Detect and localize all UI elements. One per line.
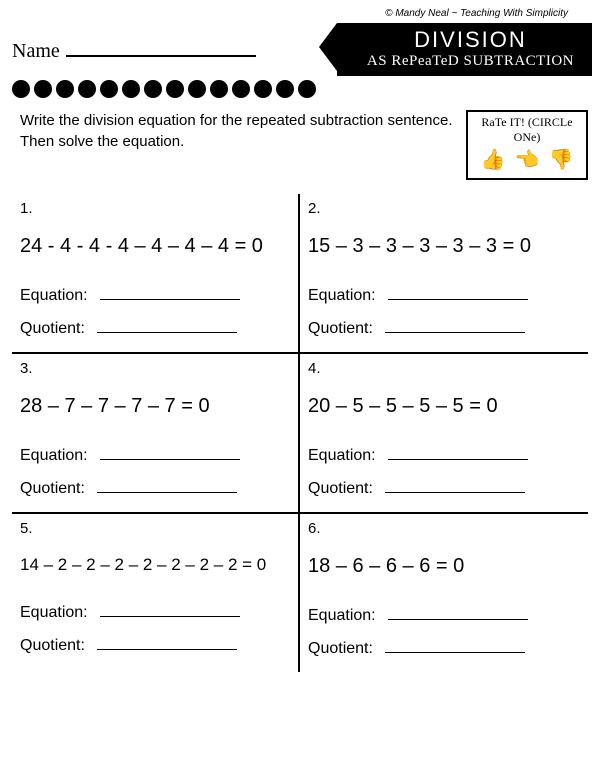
dot-icon <box>122 80 140 98</box>
name-label: Name <box>12 40 60 63</box>
quotient-blank[interactable] <box>385 639 525 653</box>
quotient-blank[interactable] <box>97 479 237 493</box>
quotient-label: Quotient: <box>308 320 373 338</box>
problem-number: 5. <box>20 520 290 537</box>
quotient-label: Quotient: <box>308 640 373 658</box>
equation-blank[interactable] <box>100 286 240 300</box>
copyright-text: © Mandy Neal ~ Teaching With Simplicity <box>12 8 588 19</box>
title-banner: DIVISION AS RePeaTeD SUBTRACTION <box>337 23 592 76</box>
dot-icon <box>144 80 162 98</box>
thumbs-down-icon[interactable]: 👎 <box>549 147 574 172</box>
dot-icon <box>34 80 52 98</box>
quotient-label: Quotient: <box>20 320 85 338</box>
equation-blank[interactable] <box>388 286 528 300</box>
quotient-line: Quotient: <box>308 639 580 658</box>
dot-icon <box>166 80 184 98</box>
decorative-dots <box>12 80 588 98</box>
dot-icon <box>188 80 206 98</box>
problem-cell: 4. 20 – 5 – 5 – 5 – 5 = 0 Equation: Quotien… <box>300 352 588 512</box>
quotient-label: Quotient: <box>308 480 373 498</box>
thumbs-row: 👍 👈 👎 <box>476 147 578 172</box>
problem-expression: 28 – 7 – 7 – 7 – 7 = 0 <box>20 395 290 418</box>
problem-number: 3. <box>20 360 290 377</box>
equation-blank[interactable] <box>388 606 528 620</box>
problem-cell: 1. 24 - 4 - 4 - 4 – 4 – 4 – 4 = 0 Equation… <box>12 194 300 352</box>
name-blank-line[interactable] <box>66 37 256 57</box>
equation-line: Equation: <box>20 446 290 465</box>
quotient-blank[interactable] <box>97 319 237 333</box>
quotient-line: Quotient: <box>308 319 580 338</box>
dot-icon <box>276 80 294 98</box>
dot-icon <box>232 80 250 98</box>
instruction-text: Write the division equation for the repe… <box>12 110 456 180</box>
dot-icon <box>56 80 74 98</box>
quotient-line: Quotient: <box>20 636 290 655</box>
title-main: DIVISION <box>367 27 574 53</box>
equation-label: Equation: <box>20 604 88 622</box>
problem-expression: 14 – 2 – 2 – 2 – 2 – 2 – 2 – 2 = 0 <box>20 555 290 575</box>
problem-expression: 18 – 6 – 6 – 6 = 0 <box>308 555 580 578</box>
problem-grid: 1. 24 - 4 - 4 - 4 – 4 – 4 – 4 = 0 Equation… <box>12 194 588 672</box>
equation-label: Equation: <box>308 607 376 625</box>
instruction-row: Write the division equation for the repe… <box>12 110 588 180</box>
problem-cell: 3. 28 – 7 – 7 – 7 – 7 = 0 Equation: Quotien… <box>12 352 300 512</box>
rate-it-label: RaTe IT! (CIRCLe ONe) <box>476 115 578 145</box>
title-sub: AS RePeaTeD SUBTRACTION <box>367 53 574 70</box>
problem-number: 4. <box>308 360 580 377</box>
grid-row: 1. 24 - 4 - 4 - 4 – 4 – 4 – 4 = 0 Equation… <box>12 194 588 352</box>
equation-label: Equation: <box>20 447 88 465</box>
quotient-line: Quotient: <box>20 319 290 338</box>
problem-number: 1. <box>20 200 290 217</box>
thumbs-up-icon[interactable]: 👍 <box>481 147 506 172</box>
quotient-line: Quotient: <box>308 479 580 498</box>
header-row: Name DIVISION AS RePeaTeD SUBTRACTION <box>12 23 588 76</box>
dot-icon <box>298 80 316 98</box>
quotient-label: Quotient: <box>20 480 85 498</box>
equation-label: Equation: <box>308 287 376 305</box>
quotient-line: Quotient: <box>20 479 290 498</box>
dot-icon <box>210 80 228 98</box>
problem-cell: 2. 15 – 3 – 3 – 3 – 3 – 3 = 0 Equation: Quo… <box>300 194 588 352</box>
rate-it-box: RaTe IT! (CIRCLe ONe) 👍 👈 👎 <box>466 110 588 180</box>
equation-blank[interactable] <box>100 603 240 617</box>
quotient-blank[interactable] <box>97 636 237 650</box>
equation-blank[interactable] <box>388 446 528 460</box>
quotient-blank[interactable] <box>385 319 525 333</box>
dot-icon <box>78 80 96 98</box>
problem-cell: 6. 18 – 6 – 6 – 6 = 0 Equation: Quotient: <box>300 512 588 672</box>
equation-blank[interactable] <box>100 446 240 460</box>
quotient-blank[interactable] <box>385 479 525 493</box>
problem-expression: 15 – 3 – 3 – 3 – 3 – 3 = 0 <box>308 235 580 258</box>
problem-expression: 20 – 5 – 5 – 5 – 5 = 0 <box>308 395 580 418</box>
equation-label: Equation: <box>308 447 376 465</box>
thumbs-side-icon[interactable]: 👈 <box>515 147 540 172</box>
equation-line: Equation: <box>308 286 580 305</box>
grid-row: 3. 28 – 7 – 7 – 7 – 7 = 0 Equation: Quotien… <box>12 352 588 512</box>
equation-line: Equation: <box>308 606 580 625</box>
dot-icon <box>12 80 30 98</box>
dot-icon <box>100 80 118 98</box>
problem-expression: 24 - 4 - 4 - 4 – 4 – 4 – 4 = 0 <box>20 235 290 258</box>
problem-number: 6. <box>308 520 580 537</box>
equation-label: Equation: <box>20 287 88 305</box>
dot-icon <box>254 80 272 98</box>
problem-number: 2. <box>308 200 580 217</box>
equation-line: Equation: <box>20 286 290 305</box>
equation-line: Equation: <box>308 446 580 465</box>
problem-cell: 5. 14 – 2 – 2 – 2 – 2 – 2 – 2 – 2 = 0 Equa… <box>12 512 300 672</box>
grid-row: 5. 14 – 2 – 2 – 2 – 2 – 2 – 2 – 2 = 0 Equa… <box>12 512 588 672</box>
equation-line: Equation: <box>20 603 290 622</box>
quotient-label: Quotient: <box>20 637 85 655</box>
name-section: Name <box>12 37 337 63</box>
